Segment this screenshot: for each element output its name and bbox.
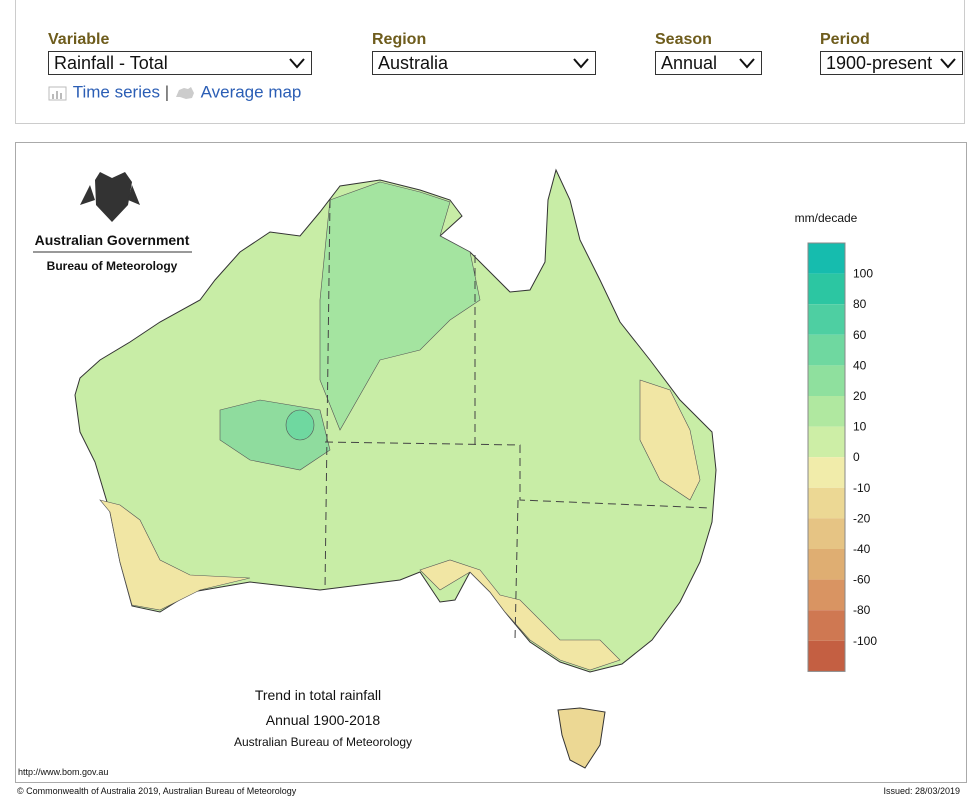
period-select[interactable]: 1900-present xyxy=(820,51,963,75)
logo-line2: Bureau of Meteorology xyxy=(47,259,178,273)
legend-swatch xyxy=(808,640,845,672)
contour-green xyxy=(319,181,481,431)
separator: | xyxy=(164,82,170,102)
legend-swatch xyxy=(808,579,845,611)
legend-label: 60 xyxy=(853,328,867,342)
legend-label: 80 xyxy=(853,297,867,311)
bom-logo xyxy=(80,172,140,222)
legend-swatch xyxy=(808,273,845,305)
map-title: Trend in total rainfall xyxy=(255,687,381,703)
map-panel: Australian Government Bureau of Meteorol… xyxy=(15,142,967,796)
state-borders xyxy=(324,199,711,641)
tasmania xyxy=(557,707,606,769)
region-select[interactable]: Australia xyxy=(372,51,596,75)
period-value: 1900-present xyxy=(826,53,933,73)
legend-swatch xyxy=(808,549,845,580)
legend-label: -20 xyxy=(853,511,871,525)
legend-swatch xyxy=(808,426,845,458)
legend-border xyxy=(807,242,846,672)
chevron xyxy=(739,58,755,69)
legend-swatch xyxy=(808,610,845,641)
legend-label: 10 xyxy=(853,420,867,434)
legend-label: -10 xyxy=(853,481,871,495)
period-label: Period xyxy=(820,31,870,48)
region-label: Region xyxy=(372,31,427,48)
issued-date: Issued: 28/03/2019 xyxy=(883,786,960,796)
map-subtitle: Annual 1900-2018 xyxy=(266,712,381,728)
contour-green xyxy=(285,409,315,441)
contour-yellow xyxy=(99,499,251,611)
legend-label: -60 xyxy=(853,573,871,587)
chevron xyxy=(940,58,956,69)
map: Australian Government Bureau of Meteorol… xyxy=(18,168,877,777)
legend-swatch xyxy=(808,334,845,366)
season-select[interactable]: Annual xyxy=(655,51,762,75)
variable-value: Rainfall - Total xyxy=(54,53,168,73)
legend-swatch xyxy=(808,365,845,396)
chart-icon xyxy=(48,86,67,101)
variable-label: Variable xyxy=(48,31,110,48)
contour-yellow xyxy=(639,379,701,501)
time-series-link[interactable]: Time series xyxy=(72,82,160,102)
legend-swatch xyxy=(808,487,845,519)
season-label: Season xyxy=(655,31,712,48)
legend-label: 100 xyxy=(853,267,873,281)
map-credit: Australian Bureau of Meteorology xyxy=(234,735,412,749)
variable-select[interactable]: Rainfall - Total xyxy=(48,51,312,75)
legend-label: 20 xyxy=(853,389,867,403)
chevron xyxy=(573,58,589,69)
legend-label: 40 xyxy=(853,358,867,372)
season-value: Annual xyxy=(661,53,718,73)
legend-label: -100 xyxy=(853,634,877,648)
legend-label: 0 xyxy=(853,450,860,464)
copyright: © Commonwealth of Australia 2019, Austra… xyxy=(17,786,297,796)
region-value: Australia xyxy=(378,53,449,73)
map-url: http://www.bom.gov.au xyxy=(18,767,108,777)
legend-label: -80 xyxy=(853,603,871,617)
legend-swatch xyxy=(808,396,845,427)
legend-swatch xyxy=(808,457,845,488)
australia-outline xyxy=(74,168,717,673)
legend-swatch xyxy=(808,304,845,335)
view-links: Time series | Average map xyxy=(48,82,301,103)
selector-panel xyxy=(15,0,965,124)
legend-label: -40 xyxy=(853,542,871,556)
legend-title: mm/decade xyxy=(795,211,858,225)
contour-yellow xyxy=(419,559,621,671)
average-map-link[interactable]: Average map xyxy=(200,82,302,102)
map-icon xyxy=(175,86,194,99)
logo-line1: Australian Government xyxy=(35,232,190,248)
legend-swatch xyxy=(808,518,845,549)
chevron xyxy=(289,58,305,69)
legend-swatch xyxy=(808,243,845,274)
